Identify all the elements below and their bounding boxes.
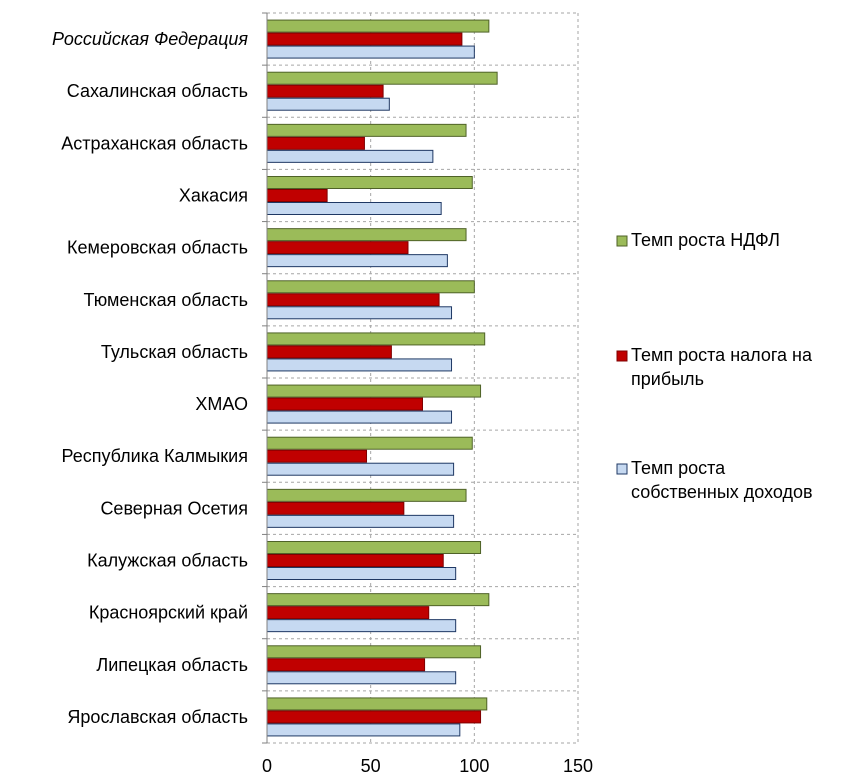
x-tick-label: 0 — [262, 756, 272, 776]
bar-1 — [266, 541, 482, 554]
bar-3 — [266, 462, 455, 476]
bar-2 — [266, 189, 328, 202]
category-label: Сахалинская область — [67, 81, 248, 101]
bar-2 — [266, 84, 384, 98]
bar-3 — [266, 619, 457, 633]
bar-2 — [266, 449, 368, 463]
category-label: Астраханская область — [61, 133, 248, 153]
bar-1 — [266, 71, 498, 85]
bar-1 — [266, 436, 473, 450]
x-tick-label: 100 — [459, 756, 489, 776]
legend-label: Темп роста — [631, 458, 726, 478]
category-label: Российская Федерация — [52, 29, 248, 49]
bar-1 — [266, 332, 486, 346]
category-label: Красноярский край — [89, 603, 248, 623]
bar-3 — [266, 254, 448, 268]
bar-2 — [266, 136, 365, 150]
category-labels: Российская Федерация Сахалинская область А… — [52, 29, 248, 727]
bar-3 — [266, 202, 442, 215]
x-tick-label: 50 — [361, 756, 381, 776]
bar-2 — [266, 32, 463, 46]
bar-2 — [266, 345, 392, 359]
bar-3 — [266, 410, 453, 424]
bar-1 — [266, 19, 490, 33]
bar-3 — [266, 149, 434, 163]
bar-3 — [266, 97, 390, 111]
bar-1 — [266, 488, 467, 502]
bar-1 — [266, 123, 467, 137]
category-label: Северная Осетия — [100, 498, 248, 518]
bar-1 — [266, 280, 475, 294]
bar-2 — [266, 606, 430, 620]
legend-swatch — [616, 350, 628, 362]
bar-1 — [266, 645, 482, 659]
category-label: Ярославская область — [67, 707, 248, 727]
bar-3 — [266, 671, 457, 685]
bar-2 — [266, 658, 426, 672]
gridlines — [267, 12, 579, 744]
bars — [266, 19, 498, 737]
legend-label: собственных доходов — [631, 482, 813, 502]
bar-3 — [266, 723, 461, 737]
bar-2 — [266, 241, 409, 255]
bar-3 — [266, 45, 475, 59]
legend-label: прибыль — [631, 369, 704, 389]
legend-swatch — [616, 463, 628, 475]
bar-1 — [266, 593, 490, 607]
category-label: Республика Калмыкия — [61, 446, 248, 466]
legend-label: Темп роста налога на — [631, 345, 813, 365]
bar-1 — [266, 228, 467, 242]
bar-2 — [266, 554, 444, 567]
bar-2 — [266, 397, 423, 411]
bar-3 — [266, 567, 457, 580]
bar-1 — [266, 176, 473, 189]
category-label: ХМАО — [195, 394, 248, 414]
x-tick-label: 150 — [563, 756, 593, 776]
bar-3 — [266, 358, 453, 372]
category-label: Кемеровская область — [67, 238, 248, 258]
bar-1 — [266, 697, 488, 711]
bar-2 — [266, 501, 405, 515]
bar-3 — [266, 306, 453, 320]
category-label: Липецкая область — [96, 655, 248, 675]
category-label: Хакасия — [179, 186, 248, 206]
bar-3 — [266, 514, 455, 528]
bar-2 — [266, 710, 482, 724]
axes — [262, 12, 268, 744]
category-label: Тульская область — [101, 342, 248, 362]
legend-label: Темп роста НДФЛ — [631, 230, 780, 250]
legend-swatch — [616, 235, 628, 247]
category-label: Калужская область — [87, 551, 248, 571]
bar-1 — [266, 384, 482, 398]
tick-labels: 0 50 100 150 — [262, 756, 593, 776]
category-label: Тюменская область — [83, 290, 248, 310]
legend: Темп роста НДФЛ Темп роста налога на прибы… — [616, 230, 813, 502]
bar-2 — [266, 293, 440, 307]
